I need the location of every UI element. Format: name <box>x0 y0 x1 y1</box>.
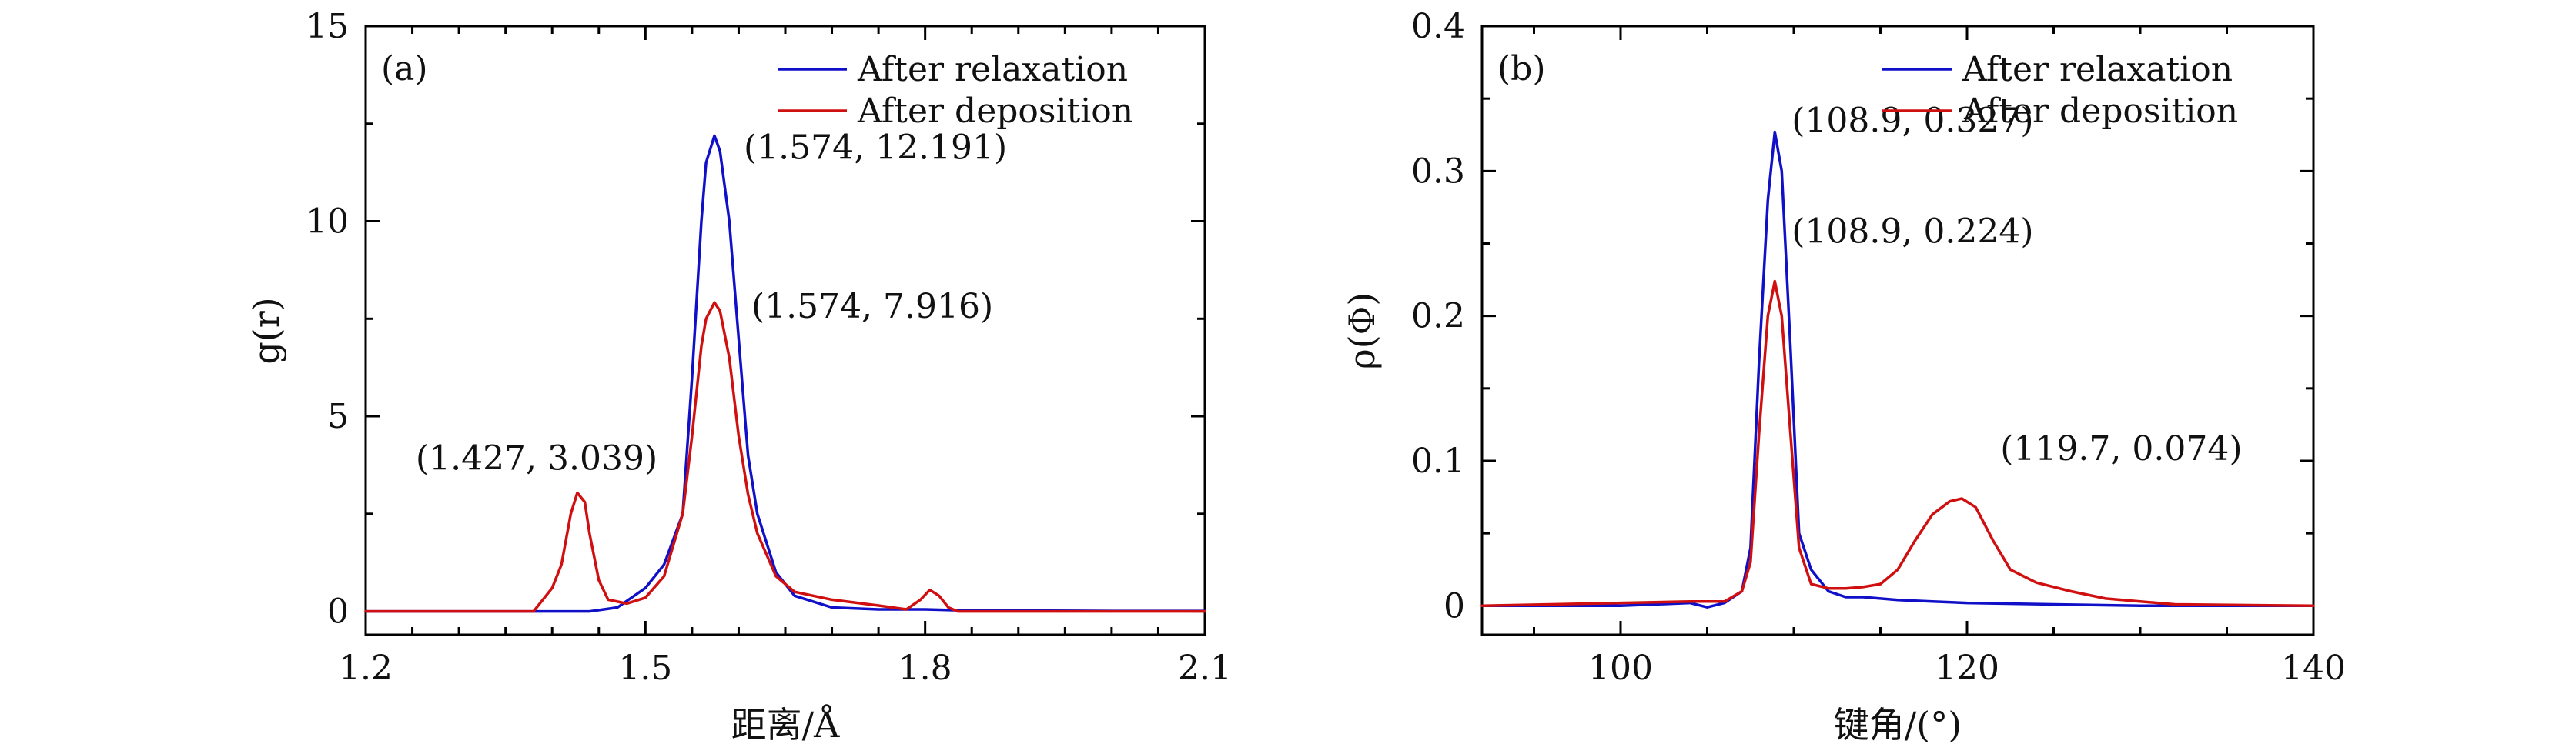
panel-b-tick-labels: 100 120 140 0 0.1 0.2 0.3 0.4 <box>1411 7 2346 688</box>
y-tick-label: 10 <box>306 202 349 242</box>
y-tick-label: 15 <box>306 7 349 46</box>
y-tick-label: 0.1 <box>1411 442 1465 481</box>
series-line-after-deposition <box>1480 279 2315 608</box>
panel-a-x-axis-title: 距离/Å <box>731 703 840 746</box>
legend-label: After relaxation <box>1962 50 2233 89</box>
x-tick-label: 1.2 <box>339 649 393 688</box>
legend-label: After deposition <box>857 92 1133 131</box>
series-line-after-deposition <box>364 301 1206 613</box>
series-line-after-relaxation <box>364 134 1206 613</box>
x-tick-label: 1.5 <box>618 649 672 688</box>
panel-b-plot-frame <box>1480 25 2315 636</box>
x-tick-label: 140 <box>2281 649 2346 688</box>
y-tick-label: 0 <box>327 592 349 632</box>
y-tick-label: 0.2 <box>1411 297 1465 336</box>
panel-a-label: (a) <box>381 49 428 88</box>
legend-label: After deposition <box>1962 92 2238 131</box>
x-tick-label: 100 <box>1588 649 1653 688</box>
legend-label: After relaxation <box>857 50 1128 89</box>
peak-annotation: (108.9, 0.224) <box>1791 212 2033 251</box>
y-tick-label: 0.4 <box>1411 7 1465 46</box>
peak-annotation: (119.7, 0.074) <box>2000 429 2242 469</box>
y-tick-label: 0 <box>1444 586 1465 626</box>
peak-annotation: (108.9, 0.327) <box>1791 101 2033 140</box>
panel-a-y-axis-title: g(r) <box>246 297 287 364</box>
peak-annotation: (1.427, 3.039) <box>416 439 657 478</box>
y-tick-label: 5 <box>327 397 349 436</box>
peak-annotation: (1.574, 12.191) <box>744 128 1007 167</box>
panel-b-series-layer <box>1480 130 2315 609</box>
peak-annotation: (1.574, 7.916) <box>751 287 993 326</box>
panel-a-annotations: (1.574, 12.191) (1.574, 7.916) (1.427, 3.0… <box>416 128 1007 478</box>
series-line-after-relaxation <box>1480 130 2315 609</box>
panel-a-tick-labels: 1.2 1.5 1.8 2.1 0 5 10 15 <box>306 7 1232 688</box>
panel-b-annotations: (108.9, 0.327) (108.9, 0.224) (119.7, 0.07… <box>1791 101 2242 468</box>
panel-a-ticks <box>364 25 1206 635</box>
panel-b-x-axis-title: 键角/(°) <box>1834 704 1962 746</box>
panel-b-y-axis-title: ρ(Φ) <box>1341 292 1383 370</box>
x-tick-label: 1.8 <box>898 649 952 688</box>
y-tick-label: 0.3 <box>1411 152 1465 191</box>
panel-a-series-layer <box>364 134 1206 613</box>
panel-b-label: (b) <box>1497 49 1546 88</box>
x-tick-label: 2.1 <box>1178 649 1232 688</box>
x-tick-label: 120 <box>1935 649 1999 688</box>
